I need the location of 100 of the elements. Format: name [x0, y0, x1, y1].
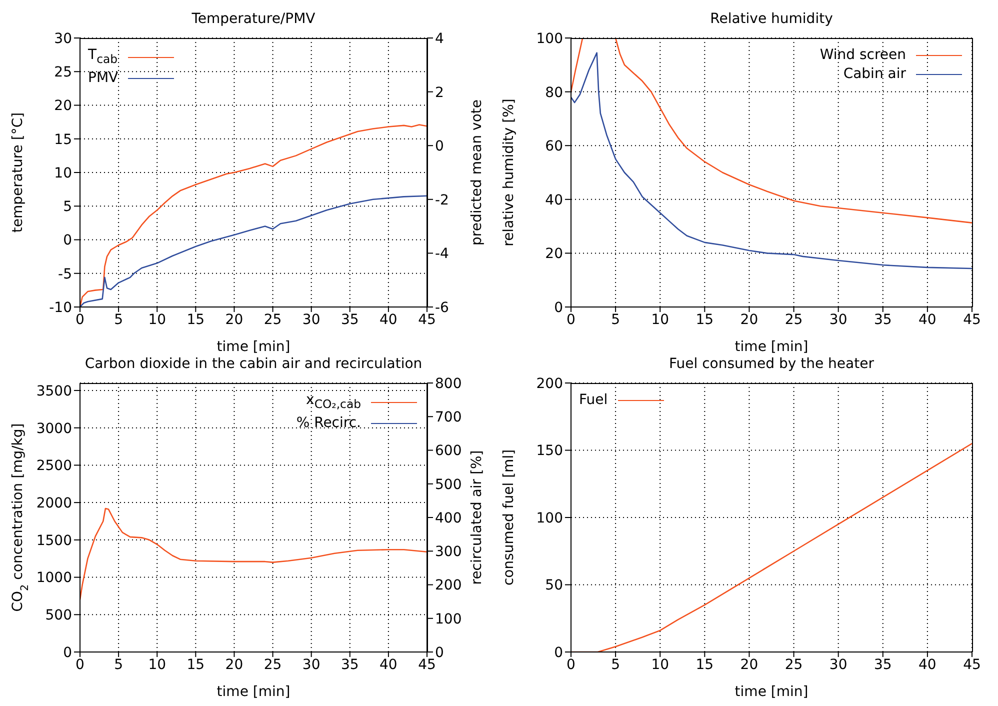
x-tick-label: 25 [264, 312, 282, 328]
chart-title: Relative humidity [709, 10, 834, 29]
line-series [80, 508, 427, 600]
x-tick-label: 5 [611, 656, 620, 673]
x-tick-label: 30 [829, 312, 848, 328]
y-tick-label: 3500 [36, 383, 72, 400]
chart-title: Carbon dioxide in the cabin air and recirculation [84, 356, 422, 372]
y2-tick-label: 0 [435, 138, 444, 155]
y2-axis-title: predicted mean vote [469, 100, 485, 246]
x-tick-label: 5 [114, 312, 124, 328]
legend-label: Cabin air [843, 65, 906, 84]
legend-label: Fuel [579, 391, 608, 410]
y2-tick-label: 500 [435, 476, 462, 493]
x-tick-label: 15 [696, 312, 714, 328]
y-tick-label: -5 [58, 266, 72, 282]
y-tick-label: 0 [63, 644, 72, 661]
y-tick-label: 2000 [36, 496, 72, 512]
chart-title: Temperature/PMV [190, 10, 316, 29]
x-tick-label: 25 [784, 656, 803, 673]
y-tick-label: 150 [536, 443, 563, 460]
y2-tick-label: -4 [435, 246, 450, 262]
y-axis-title: temperature [°C] [10, 112, 26, 233]
y-tick-label: 5 [63, 199, 72, 216]
y-tick-label: 0 [63, 232, 72, 249]
y-axis-title: consumed fuel [ml] [501, 449, 517, 586]
y-tick-label: 60 [545, 138, 563, 155]
x-tick-label: 0 [566, 312, 576, 328]
x-tick-label: 25 [264, 656, 282, 673]
y2-tick-label: 200 [435, 578, 462, 594]
legend-label: PMV [88, 68, 118, 88]
y2-tick-label: 4 [435, 30, 444, 47]
y-tick-label: 0 [554, 300, 563, 316]
x-tick-label: 0 [76, 656, 84, 673]
y-tick-label: 20 [54, 98, 72, 114]
legend-label: x$_{CO₂,cab}$ [306, 391, 361, 413]
y-tick-label: 2500 [36, 458, 72, 474]
x-tick-label: 35 [874, 656, 892, 673]
x-tick-label: 10 [651, 312, 670, 328]
x-axis-title: time [min] [734, 684, 808, 700]
legend-label: % Recirc. [296, 414, 361, 433]
x-tick-label: 40 [918, 656, 936, 673]
x-tick-label: 25 [784, 312, 803, 328]
x-tick-label: 20 [225, 656, 244, 673]
x-axis-title: time [min] [734, 339, 808, 355]
x-tick-label: 45 [963, 312, 981, 328]
y2-tick-label: 300 [435, 544, 462, 560]
x-tick-label: 0 [566, 656, 576, 673]
legend-label: Wind screen [820, 46, 906, 65]
y2-tick-label: 800 [435, 376, 462, 392]
y-tick-label: 1500 [36, 532, 72, 549]
x-tick-label: 35 [340, 312, 359, 328]
x-tick-label: 10 [651, 656, 670, 673]
x-tick-label: 35 [340, 656, 359, 673]
x-tick-label: 5 [114, 656, 124, 673]
y-tick-label: 80 [545, 84, 563, 101]
y2-tick-label: -2 [435, 192, 449, 208]
y2-axis-title: recirculated air [%] [469, 450, 485, 585]
y-tick-label: 10 [54, 165, 72, 182]
y-tick-label: 200 [536, 376, 563, 392]
x-tick-label: 45 [963, 656, 981, 673]
x-tick-label: 30 [829, 656, 848, 673]
y-tick-label: 20 [545, 246, 563, 262]
x-tick-label: 15 [186, 312, 205, 328]
x-axis-title: time [min] [216, 339, 290, 355]
y-tick-label: 40 [545, 192, 563, 208]
x-tick-label: 40 [380, 312, 398, 328]
y-tick-label: 1000 [36, 570, 72, 586]
x-tick-label: 5 [611, 312, 620, 328]
y-tick-label: 0 [554, 644, 563, 661]
x-tick-label: 30 [302, 312, 320, 328]
x-tick-label: 35 [874, 312, 892, 328]
y-tick-label: 50 [545, 578, 563, 594]
y2-tick-label: 100 [435, 611, 462, 628]
x-tick-label: 30 [302, 656, 320, 673]
y-tick-label: 15 [54, 132, 72, 148]
y2-tick-label: 600 [435, 443, 462, 460]
x-tick-label: 20 [225, 312, 244, 328]
y-tick-label: 25 [54, 64, 72, 81]
y-tick-label: -10 [49, 300, 72, 316]
legend-label: T$_{cab}$ [88, 46, 118, 68]
x-tick-label: 15 [696, 656, 714, 673]
x-tick-label: 40 [380, 656, 398, 673]
x-tick-label: 10 [148, 656, 166, 673]
x-tick-label: 20 [740, 656, 758, 673]
x-tick-label: 15 [186, 656, 205, 673]
y2-tick-label: 2 [435, 84, 444, 101]
y-tick-label: 100 [536, 510, 563, 526]
x-tick-label: 20 [740, 312, 758, 328]
x-tick-label: 0 [76, 312, 84, 328]
x-tick-label: 45 [418, 312, 436, 328]
y2-tick-label: 700 [435, 410, 462, 426]
y2-tick-label: -6 [435, 300, 450, 316]
x-tick-label: 10 [148, 312, 166, 328]
y-tick-label: 3000 [36, 420, 72, 437]
x-tick-label: 45 [418, 656, 436, 673]
y-tick-label: 100 [536, 30, 563, 47]
x-axis-title: time [min] [216, 684, 290, 700]
y-tick-label: 30 [54, 30, 72, 47]
x-tick-label: 40 [918, 312, 936, 328]
y-tick-label: 500 [45, 608, 72, 624]
